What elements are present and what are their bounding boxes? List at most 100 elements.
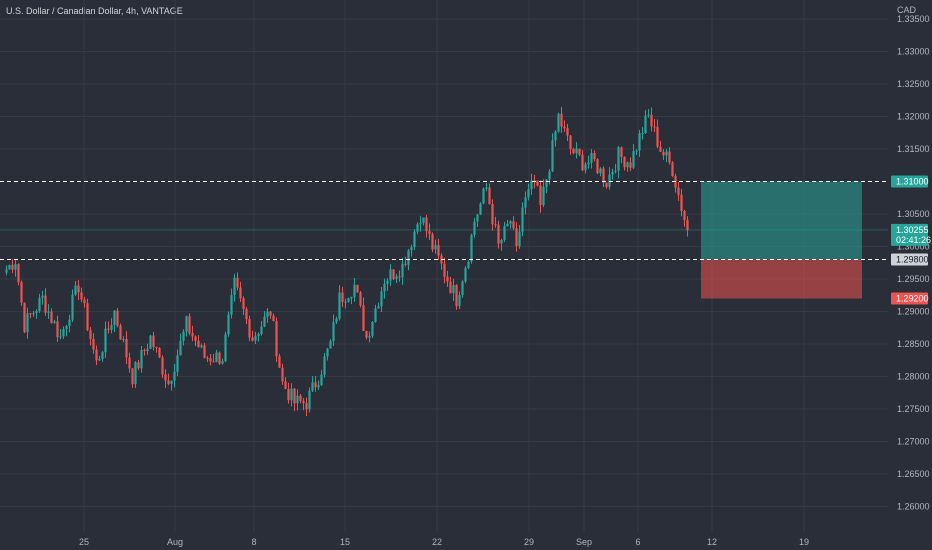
candle [20, 280, 23, 306]
candle [389, 264, 392, 287]
candle [665, 148, 668, 163]
candle [602, 166, 605, 188]
candle [518, 224, 521, 249]
candle [674, 173, 677, 193]
time-tick-label: 29 [524, 537, 534, 547]
candle [650, 107, 653, 132]
candle [29, 313, 32, 319]
candle [527, 183, 530, 201]
candle [395, 273, 398, 284]
candle [476, 213, 479, 227]
candle [458, 291, 461, 310]
candle [455, 284, 458, 310]
candle [290, 383, 293, 407]
candle [392, 269, 395, 281]
candle [50, 308, 53, 324]
candle [164, 369, 167, 388]
candle [38, 293, 41, 313]
candle [80, 287, 83, 303]
time-tick-label: 19 [799, 537, 809, 547]
candle [137, 359, 140, 371]
candle [344, 298, 347, 309]
candle [512, 216, 515, 230]
candle [95, 345, 98, 366]
candle [680, 189, 683, 217]
candle [686, 216, 689, 237]
candle [380, 286, 383, 312]
candle [401, 257, 404, 285]
time-tick-label: 6 [635, 537, 640, 547]
price-tick-label: 1.28500 [897, 339, 930, 349]
candle [128, 352, 131, 373]
price-tick-label: 1.30000 [897, 242, 930, 252]
candle [11, 259, 14, 274]
candle [347, 297, 350, 303]
candle [482, 187, 485, 205]
candle [659, 140, 662, 153]
candle [53, 319, 56, 324]
candle [371, 321, 374, 338]
candle [542, 179, 545, 208]
candle [263, 311, 266, 328]
candle [116, 307, 119, 328]
candlestick-series [5, 107, 689, 417]
candle [683, 209, 686, 227]
candle [668, 147, 671, 165]
time-axis[interactable]: 25 Aug 8 15 22 29 Sep 6 12 19 [79, 537, 809, 547]
candle [638, 130, 641, 157]
candle [605, 182, 608, 189]
price-tick-label: 1.27500 [897, 404, 930, 414]
price-tick-label: 1.32500 [897, 79, 930, 89]
candle [338, 285, 341, 321]
candle [182, 329, 185, 346]
candle [629, 157, 632, 172]
candle [146, 343, 149, 355]
candle [509, 220, 512, 229]
candle [461, 280, 464, 298]
loss-zone[interactable] [701, 259, 862, 299]
candle [311, 376, 314, 392]
candle [386, 278, 389, 291]
candle [614, 163, 617, 174]
candle [185, 315, 188, 337]
entry-price-tag[interactable]: 1.29800 [891, 253, 929, 266]
price-axis[interactable]: CAD 1.33500 1.33000 1.32500 1.32000 1.31500 1… [897, 5, 930, 512]
candle [173, 363, 176, 388]
candle [590, 149, 593, 169]
candle [233, 273, 236, 302]
profit-zone[interactable] [701, 181, 862, 260]
candle [413, 229, 416, 251]
candle [281, 363, 284, 385]
candle [404, 256, 407, 267]
candle [617, 146, 620, 179]
candle [443, 257, 446, 284]
candle [194, 335, 197, 347]
target-price-tag[interactable]: 1.31000 [891, 175, 929, 188]
candle [188, 313, 191, 336]
candle [419, 215, 422, 232]
candle [308, 387, 311, 413]
candle [317, 380, 320, 390]
candle [155, 346, 158, 353]
candle [215, 349, 218, 363]
candle [200, 343, 203, 349]
candle [320, 369, 323, 386]
candle [110, 318, 113, 334]
candle [563, 120, 566, 132]
long-position-tool[interactable] [701, 181, 862, 299]
candle [314, 376, 317, 392]
candle [191, 325, 194, 342]
stop-price-tag[interactable]: 1.29200 [891, 292, 929, 305]
candle [5, 265, 8, 276]
candle [473, 217, 476, 238]
candle [257, 332, 260, 342]
price-tick-label: 1.26000 [897, 502, 930, 512]
candle [227, 311, 230, 337]
candle [35, 309, 38, 319]
candle [383, 278, 386, 299]
candle [107, 321, 110, 334]
candle [428, 223, 431, 240]
candle [8, 264, 11, 270]
